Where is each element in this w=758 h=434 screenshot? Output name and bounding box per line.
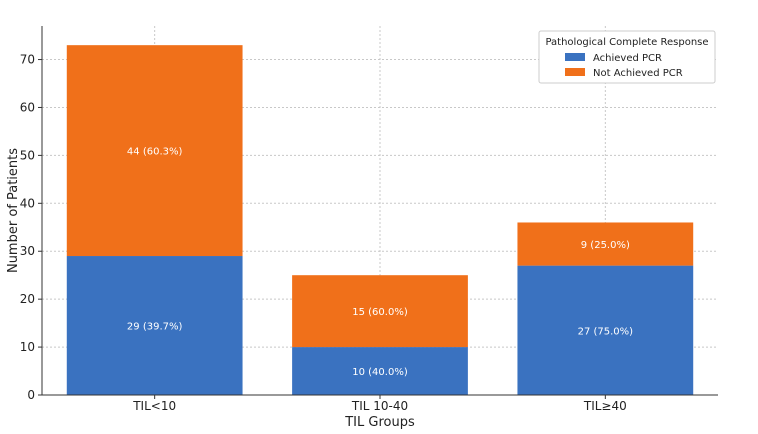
bar-value-label: 9 (25.0%)	[581, 240, 630, 251]
bar-segment-achieved	[66, 256, 243, 395]
y-tick-label: 40	[20, 196, 35, 210]
bar-segment-achieved	[517, 265, 694, 395]
y-tick-label: 60	[20, 100, 35, 114]
legend-items: Achieved PCR Not Achieved PCR	[565, 53, 683, 79]
bar-segment-not-achieved	[517, 222, 694, 266]
y-axis-label: Number of Patients	[6, 148, 21, 273]
legend: Pathological Complete Response Achieved …	[538, 30, 716, 84]
x-tick-label: TIL<10	[132, 399, 176, 413]
bar-value-label: 29 (39.7%)	[127, 322, 183, 333]
bar-value-label: 27 (75.0%)	[578, 326, 634, 337]
y-tick-label: 50	[20, 148, 35, 162]
y-tick-label: 70	[20, 53, 35, 67]
bar-value-label: 15 (60.0%)	[352, 307, 408, 318]
legend-label: Achieved PCR	[593, 53, 662, 64]
tick-labels: 0 10 20 30 40 50 60 70 TIL<10 TIL 10-40 TIL≥40	[20, 53, 627, 413]
y-tick-label: 10	[20, 340, 35, 354]
bar-segment-not-achieved	[66, 45, 243, 257]
x-axis-label: TIL Groups	[344, 415, 415, 430]
bar-segment-achieved	[292, 347, 468, 395]
bar-value-label: 10 (40.0%)	[352, 367, 408, 378]
x-tick-label: TIL≥40	[583, 399, 627, 413]
legend-swatch	[565, 53, 585, 61]
bar-segment-not-achieved	[292, 275, 468, 348]
bar-value-label: 44 (60.3%)	[127, 147, 183, 158]
bar-value-labels: 29 (39.7%) 44 (60.3%) 10 (40.0%) 15 (60.0%)…	[127, 147, 633, 378]
legend-swatch	[565, 68, 585, 76]
y-tick-label: 0	[27, 388, 35, 402]
bars	[66, 45, 694, 395]
y-tick-label: 30	[20, 244, 35, 258]
legend-title: Pathological Complete Response	[545, 37, 708, 48]
legend-label: Not Achieved PCR	[593, 68, 683, 79]
y-tick-label: 20	[20, 292, 35, 306]
x-tick-label: TIL 10-40	[351, 399, 408, 413]
